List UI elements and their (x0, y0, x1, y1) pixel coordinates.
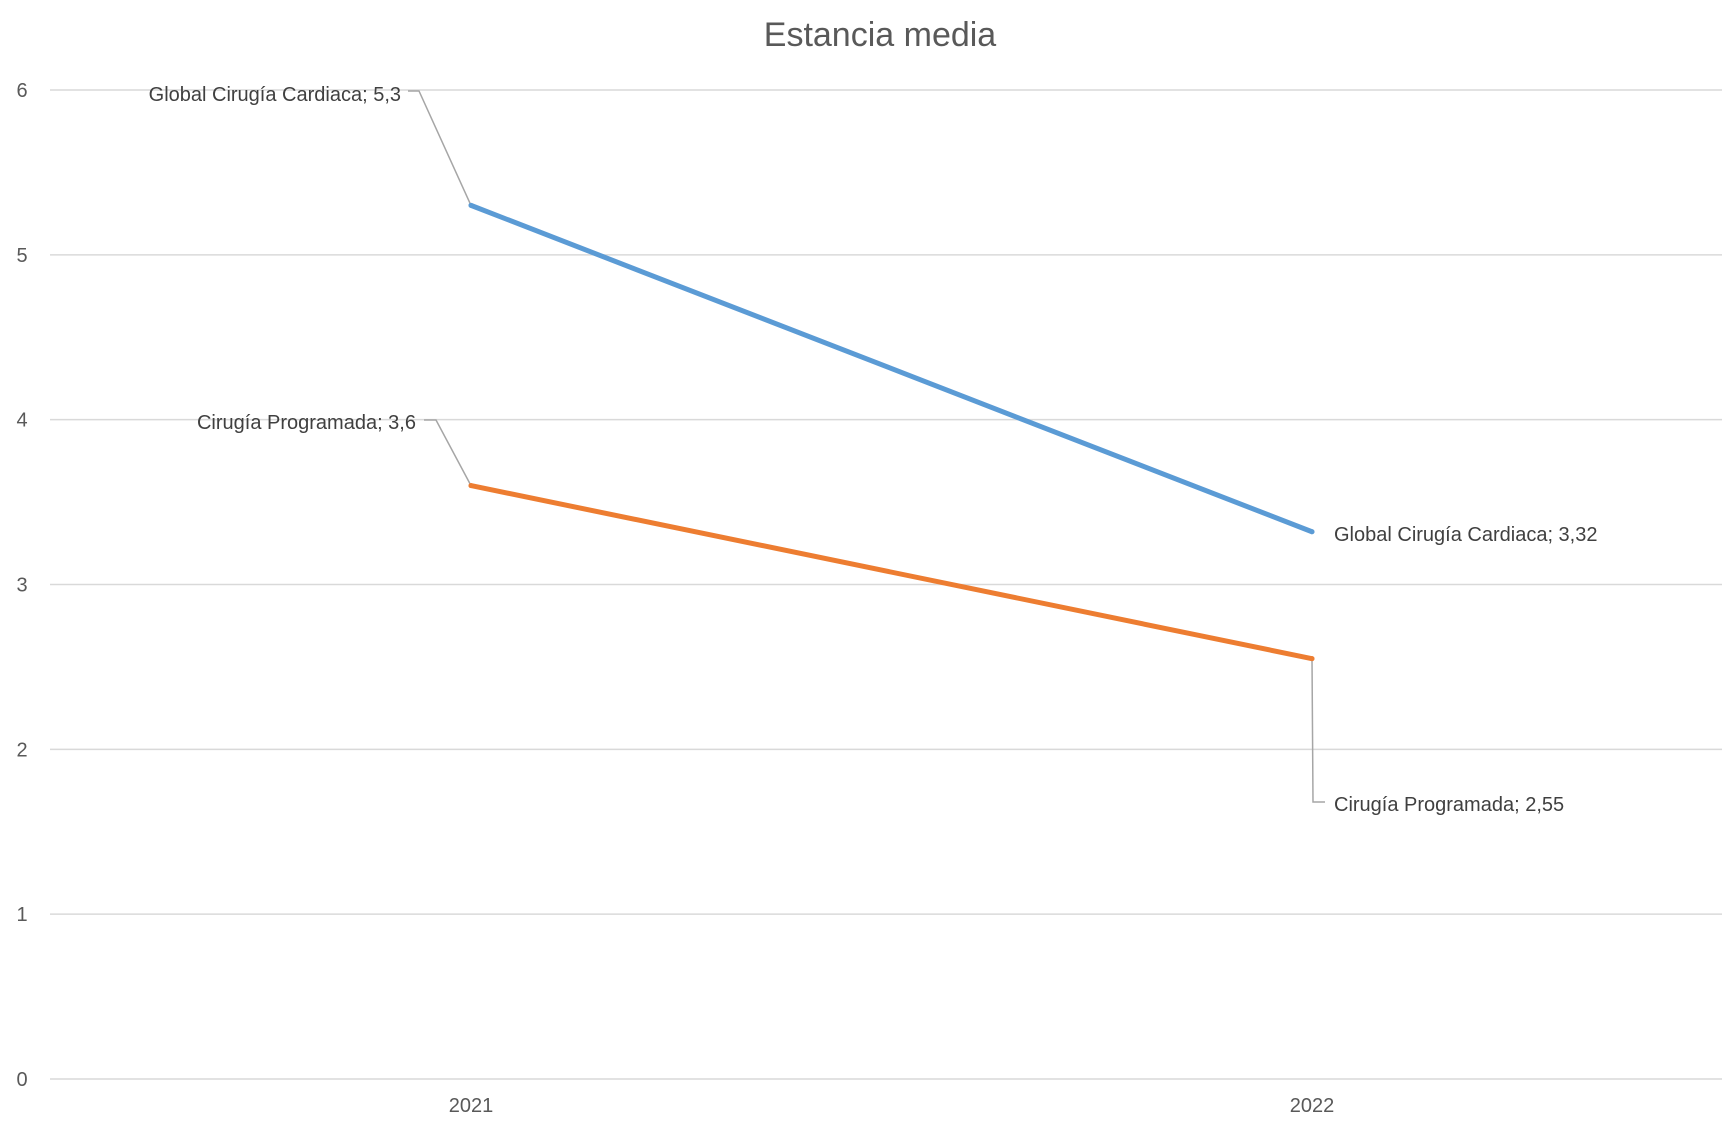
gridlines (50, 89, 1722, 1080)
y-tick-label-3: 3 (16, 575, 27, 597)
data-labels: Global Cirugía Cardiaca; 5,3 Global Cirug… (149, 84, 1598, 816)
x-tick-label-2022: 2022 (1290, 1095, 1335, 1117)
data-label-1-0: Cirugía Programada; 3,6 (197, 412, 416, 434)
data-point-1-1 (1309, 656, 1315, 662)
data-label-1-1: Cirugía Programada; 2,55 (1334, 794, 1564, 816)
y-tick-label-2: 2 (16, 739, 27, 761)
y-tick-label-5: 5 (16, 245, 27, 267)
leader-line-1-1 (1311, 658, 1325, 803)
data-label-0-1: Global Cirugía Cardiaca; 3,32 (1334, 524, 1597, 546)
data-point-0-1 (1309, 529, 1315, 535)
leader-line-0-0 (408, 90, 472, 206)
data-point-0-0 (468, 202, 474, 208)
y-tick-label-0: 0 (16, 1069, 27, 1091)
x-tick-label-2021: 2021 (449, 1095, 494, 1117)
series-lines (468, 202, 1315, 662)
leader-line-1-0 (424, 419, 472, 486)
x-axis-ticks: 2021 2022 (449, 1095, 1335, 1117)
y-tick-label-6: 6 (16, 80, 27, 102)
series-line-0 (468, 202, 1315, 535)
y-tick-label-4: 4 (16, 410, 27, 432)
chart-title: Estancia media (764, 16, 997, 54)
data-label-0-0: Global Cirugía Cardiaca; 5,3 (149, 84, 401, 106)
y-tick-label-1: 1 (16, 904, 27, 926)
data-point-1-0 (468, 483, 474, 489)
y-axis-ticks: 0 1 2 3 4 5 6 (16, 80, 27, 1091)
series-line-1 (468, 483, 1315, 662)
leader-lines (408, 90, 1325, 803)
